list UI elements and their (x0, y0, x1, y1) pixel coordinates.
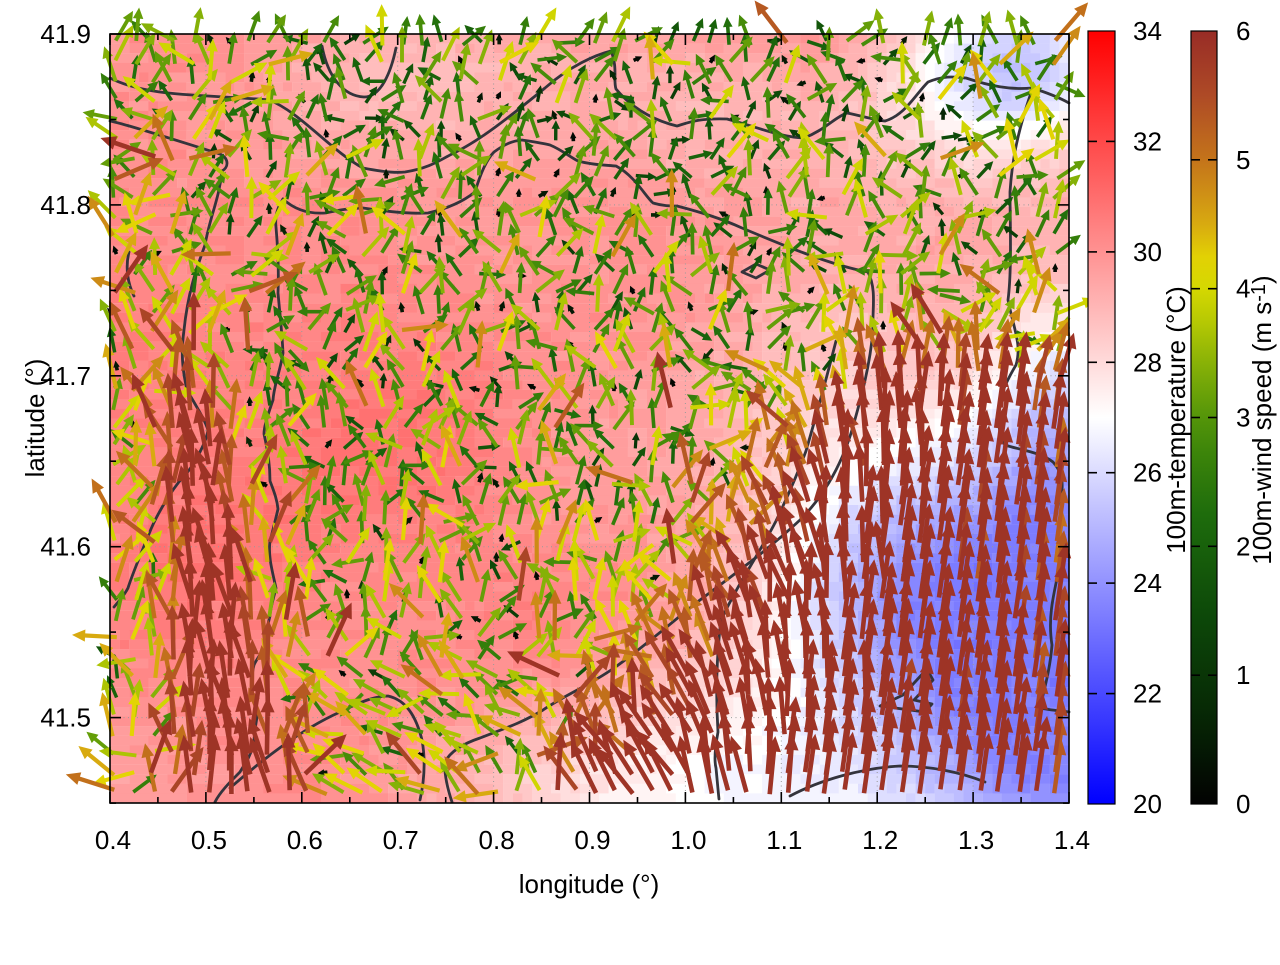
svg-text:34: 34 (1133, 16, 1162, 46)
svg-text:4: 4 (1236, 274, 1250, 304)
svg-text:0.5: 0.5 (191, 825, 227, 855)
svg-text:0.8: 0.8 (479, 825, 515, 855)
svg-text:3: 3 (1236, 403, 1250, 433)
svg-text:100m-wind speed (m s-1): 100m-wind speed (m s-1) (1247, 275, 1277, 564)
svg-text:0.9: 0.9 (574, 825, 610, 855)
svg-text:41.6: 41.6 (40, 532, 91, 562)
svg-text:1.1: 1.1 (766, 825, 802, 855)
svg-text:28: 28 (1133, 347, 1162, 377)
svg-text:41.8: 41.8 (40, 190, 91, 220)
svg-text:1.3: 1.3 (958, 825, 994, 855)
svg-text:latitude (°): latitude (°) (20, 359, 50, 478)
svg-text:1.2: 1.2 (862, 825, 898, 855)
svg-text:22: 22 (1133, 679, 1162, 709)
svg-text:0.4: 0.4 (95, 825, 131, 855)
svg-text:20: 20 (1133, 789, 1162, 819)
svg-text:26: 26 (1133, 458, 1162, 488)
svg-text:0.6: 0.6 (287, 825, 323, 855)
svg-text:41.7: 41.7 (40, 361, 91, 391)
svg-text:24: 24 (1133, 568, 1162, 598)
svg-text:5: 5 (1236, 145, 1250, 175)
svg-text:0.7: 0.7 (383, 825, 419, 855)
svg-text:1.0: 1.0 (670, 825, 706, 855)
svg-text:41.5: 41.5 (40, 703, 91, 733)
svg-text:41.9: 41.9 (40, 19, 91, 49)
svg-text:0: 0 (1236, 789, 1250, 819)
svg-text:longitude (°): longitude (°) (519, 869, 659, 899)
svg-text:6: 6 (1236, 16, 1250, 46)
svg-text:2: 2 (1236, 531, 1250, 561)
svg-text:100m-temperature (°C): 100m-temperature (°C) (1161, 286, 1191, 554)
svg-text:32: 32 (1133, 126, 1162, 156)
svg-text:1: 1 (1236, 660, 1250, 690)
svg-text:1.4: 1.4 (1054, 825, 1090, 855)
svg-text:30: 30 (1133, 237, 1162, 267)
